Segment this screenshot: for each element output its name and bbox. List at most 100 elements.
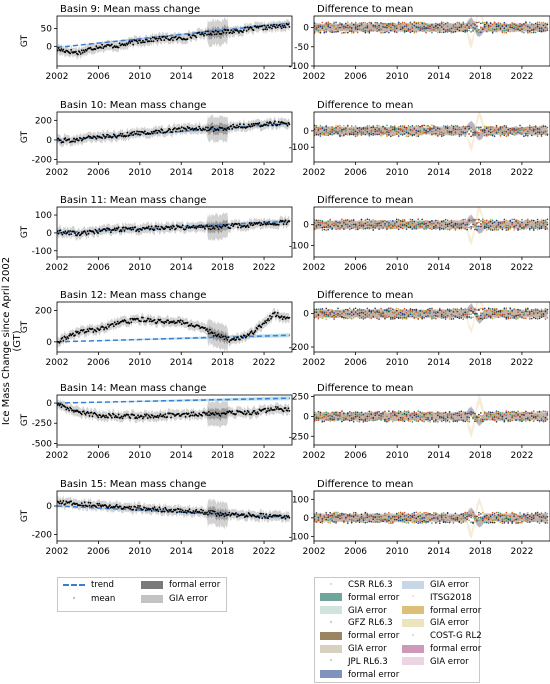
difference-point xyxy=(448,133,451,135)
series-mean-point xyxy=(283,315,286,318)
difference-point xyxy=(452,127,455,130)
difference-point xyxy=(391,220,394,222)
series-mean-point xyxy=(73,410,75,413)
series-mean-point xyxy=(77,139,80,142)
series-mean-point xyxy=(221,225,224,228)
difference-point xyxy=(438,309,441,311)
series-mean-point xyxy=(163,322,166,325)
series-mean-point xyxy=(106,327,108,330)
difference-point xyxy=(393,317,396,320)
difference-point xyxy=(460,308,463,311)
difference-point xyxy=(435,27,437,30)
difference-point xyxy=(376,513,378,515)
difference-point xyxy=(403,218,406,221)
difference-point xyxy=(435,224,437,227)
difference-point xyxy=(530,310,533,313)
series-mean-point xyxy=(202,33,204,36)
difference-point xyxy=(346,226,349,229)
series-mean-point xyxy=(206,412,208,415)
difference-point xyxy=(411,416,414,419)
series-mean-point xyxy=(279,25,282,28)
difference-point xyxy=(360,419,363,421)
difference-point xyxy=(323,415,326,418)
difference-point xyxy=(519,308,521,311)
difference-point xyxy=(358,517,361,520)
difference-point xyxy=(362,126,365,129)
difference-point xyxy=(401,26,404,29)
difference-point xyxy=(536,30,539,32)
series-mean-point xyxy=(159,228,162,231)
difference-point xyxy=(354,133,357,136)
difference-point xyxy=(480,412,482,414)
difference-point xyxy=(435,22,437,25)
difference-point xyxy=(325,128,328,131)
difference-point xyxy=(444,418,447,421)
difference-point xyxy=(317,314,320,317)
difference-point xyxy=(329,418,331,420)
difference-point xyxy=(458,22,461,25)
difference-point xyxy=(411,129,414,132)
difference-point xyxy=(397,228,400,231)
difference-point xyxy=(374,128,376,131)
difference-point xyxy=(356,133,359,136)
difference-point xyxy=(456,226,459,229)
difference-point xyxy=(352,412,355,414)
series-mean-point xyxy=(167,319,170,322)
difference-point xyxy=(466,29,468,32)
series-mean-point xyxy=(122,415,125,418)
difference-point xyxy=(360,411,363,414)
difference-point xyxy=(423,312,425,314)
x-tick-label: 2006 xyxy=(344,358,367,368)
difference-point xyxy=(511,309,513,312)
series-mean-point xyxy=(283,220,286,223)
difference-point xyxy=(339,411,341,414)
series-mean-point xyxy=(155,322,158,325)
difference-point xyxy=(339,513,341,515)
series-mean-point xyxy=(220,334,223,336)
difference-point xyxy=(405,129,408,131)
series-mean-point xyxy=(143,506,146,509)
difference-point xyxy=(341,135,343,137)
difference-point xyxy=(546,223,549,226)
x-tick-label: 2006 xyxy=(87,451,110,461)
difference-point xyxy=(343,128,345,131)
difference-point xyxy=(450,227,453,230)
difference-point xyxy=(360,513,363,516)
difference-point xyxy=(423,124,425,127)
difference-point xyxy=(397,308,400,310)
series-mean-point xyxy=(207,414,209,417)
series-mean-point xyxy=(242,29,245,32)
difference-point xyxy=(497,131,500,133)
difference-point xyxy=(380,518,382,520)
difference-point xyxy=(339,413,341,416)
difference-point xyxy=(405,131,408,134)
difference-point xyxy=(407,311,410,313)
difference-point xyxy=(482,132,484,134)
difference-point xyxy=(448,412,451,415)
difference-point xyxy=(440,21,443,23)
difference-point xyxy=(405,415,408,418)
difference-point xyxy=(321,518,324,520)
difference-point xyxy=(523,313,525,315)
series-mean-point xyxy=(242,413,245,415)
difference-point xyxy=(350,417,353,419)
difference-point xyxy=(393,30,396,33)
difference-point xyxy=(343,133,345,136)
series-mean-point xyxy=(233,337,236,340)
difference-point xyxy=(319,521,322,524)
difference-point xyxy=(364,127,367,130)
difference-point xyxy=(444,310,447,312)
difference-point xyxy=(401,227,404,230)
series-mean-point xyxy=(101,43,104,46)
difference-point xyxy=(345,25,347,28)
x-tick-label: 2006 xyxy=(344,168,367,178)
difference-point xyxy=(476,312,478,315)
difference-point xyxy=(315,316,318,318)
difference-point xyxy=(513,317,515,319)
series-mean-point xyxy=(245,29,248,32)
difference-point xyxy=(542,222,545,224)
difference-point xyxy=(450,134,453,137)
series-mean-point xyxy=(146,227,149,230)
difference-point xyxy=(487,221,490,223)
series-mean-point xyxy=(74,334,76,337)
